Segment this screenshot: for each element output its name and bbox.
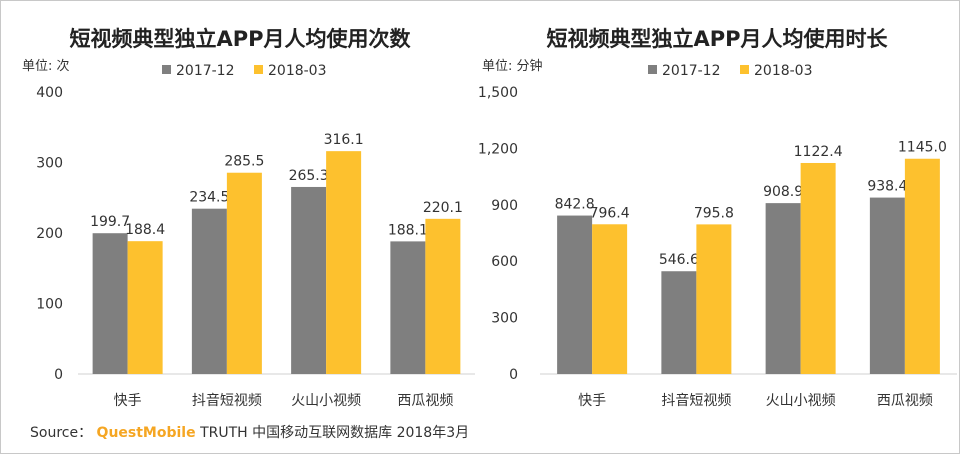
data-label: 795.8	[694, 205, 734, 221]
bar-2018-03	[326, 151, 362, 374]
data-label: 199.7	[90, 214, 130, 230]
data-label: 908.9	[763, 184, 803, 200]
category-label: 西瓜视频	[877, 393, 933, 409]
unit-label: 单位: 次	[22, 58, 70, 74]
category-label: 快手	[578, 393, 606, 409]
y-tick-label: 100	[36, 297, 63, 313]
data-label: 1145.0	[898, 140, 947, 156]
legend-label: 2018-03	[754, 63, 813, 79]
legend-label: 2018-03	[268, 63, 327, 79]
data-label: 220.1	[423, 200, 463, 216]
y-tick-label: 600	[491, 254, 518, 270]
bar-2017-12	[557, 215, 593, 374]
y-tick-label: 400	[36, 85, 63, 101]
data-label: 938.4	[867, 179, 907, 195]
y-tick-label: 1,500	[478, 85, 518, 101]
y-tick-label: 300	[36, 156, 63, 172]
bar-2018-03	[696, 224, 732, 374]
y-tick-label: 0	[509, 367, 518, 383]
data-label: 234.5	[189, 190, 229, 206]
category-label: 抖音短视频	[192, 392, 262, 409]
bar-2017-12	[765, 203, 801, 374]
bar-2018-03	[904, 158, 940, 374]
bar-2018-03	[127, 241, 163, 374]
legend-swatch	[740, 65, 749, 74]
bar-2018-03	[592, 224, 628, 374]
bar-2017-12	[869, 197, 905, 374]
y-tick-label: 900	[491, 198, 518, 214]
category-label: 火山小视频	[291, 393, 361, 409]
legend-swatch	[162, 65, 171, 74]
y-tick-label: 0	[54, 367, 63, 383]
data-label: 1122.4	[794, 144, 843, 160]
data-label: 285.5	[224, 154, 264, 170]
y-tick-label: 300	[491, 311, 518, 327]
data-label: 188.1	[388, 222, 428, 238]
bar-2018-03	[800, 162, 836, 374]
legend-label: 2017-12	[176, 63, 235, 79]
category-label: 火山小视频	[766, 393, 836, 409]
bar-2017-12	[661, 271, 697, 374]
chart-title: 短视频典型独立APP月人均使用时长	[546, 27, 888, 51]
bar-2018-03	[425, 218, 461, 374]
bar-2017-12	[92, 233, 128, 374]
legend-label: 2017-12	[662, 63, 721, 79]
data-label: 265.3	[289, 168, 329, 184]
source-brand: QuestMobile	[96, 425, 196, 441]
data-label: 546.6	[659, 252, 699, 268]
chart-title: 短视频典型独立APP月人均使用次数	[69, 27, 411, 51]
bar-2017-12	[191, 208, 227, 374]
data-label: 188.4	[125, 222, 165, 238]
legend-swatch	[254, 65, 263, 74]
bar-2018-03	[226, 172, 262, 374]
source-note: Source： QuestMobile TRUTH 中国移动互联网数据库 201…	[30, 422, 469, 442]
category-label: 西瓜视频	[397, 393, 453, 409]
data-label: 796.4	[590, 205, 630, 221]
data-label: 316.1	[324, 132, 364, 148]
category-label: 快手	[114, 393, 142, 409]
y-tick-label: 200	[36, 226, 63, 242]
bar-2017-12	[291, 186, 327, 374]
source-prefix: Source：	[30, 425, 93, 441]
bar-2017-12	[390, 241, 426, 374]
data-label: 842.8	[555, 197, 595, 213]
legend-swatch	[648, 65, 657, 74]
unit-label: 单位: 分钟	[482, 58, 543, 74]
y-tick-label: 1,200	[478, 141, 518, 157]
source-text: TRUTH 中国移动互联网数据库 2018年3月	[200, 425, 470, 441]
category-label: 抖音短视频	[661, 392, 731, 409]
